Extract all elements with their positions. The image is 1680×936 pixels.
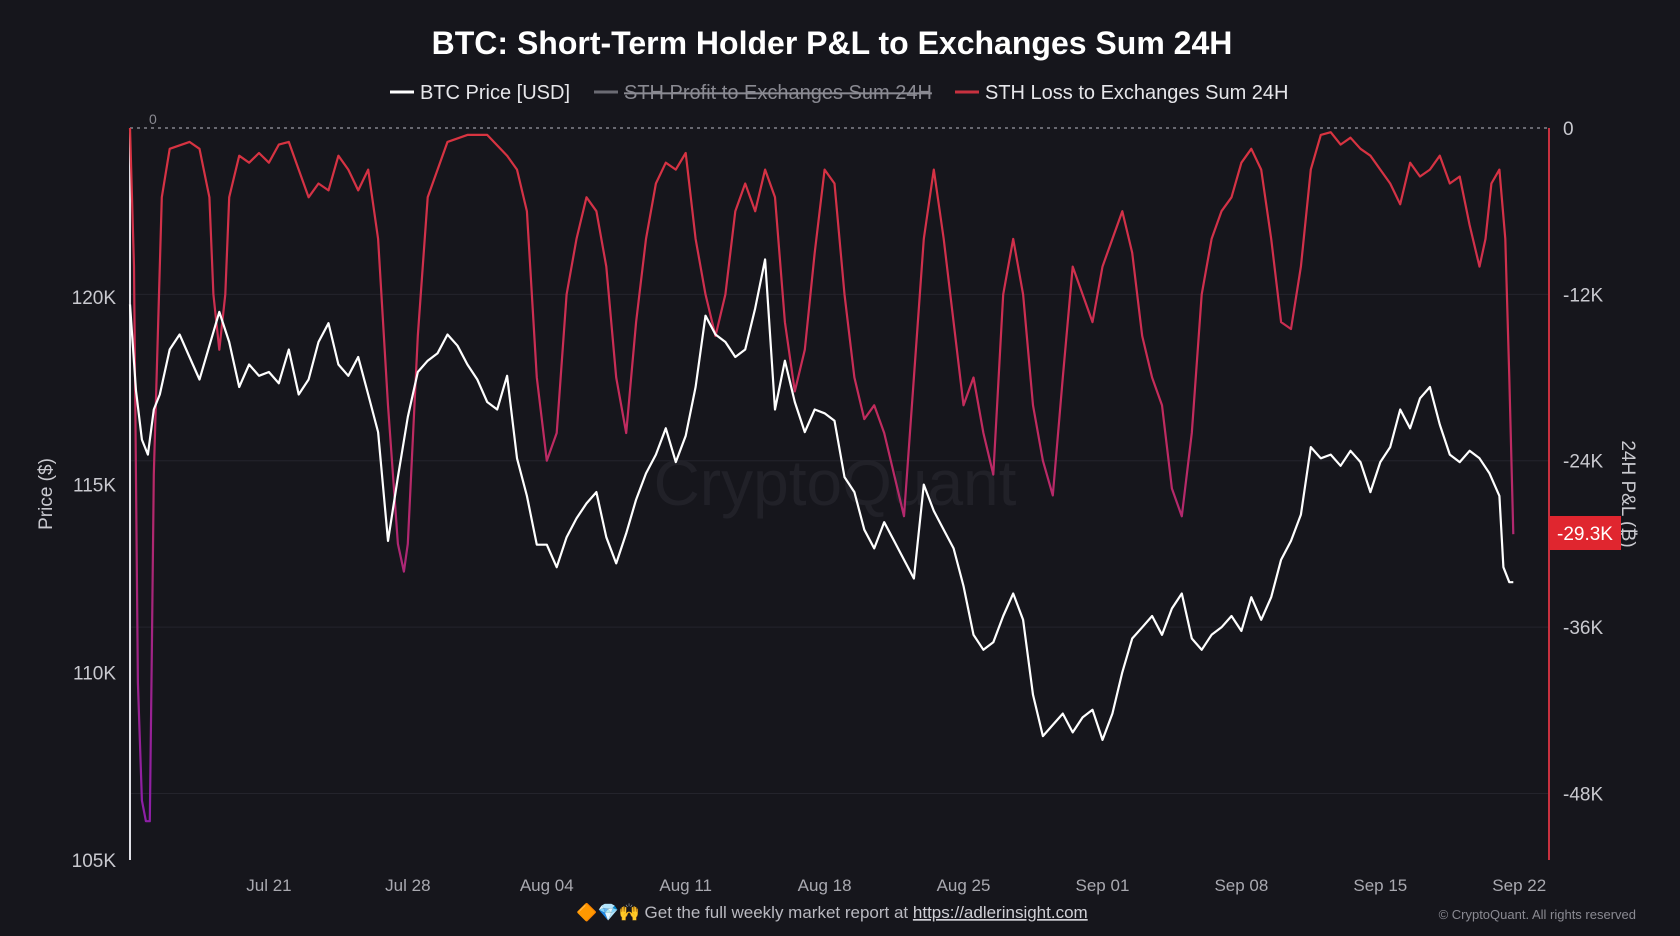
chart-title: BTC: Short-Term Holder P&L to Exchanges … [432, 25, 1233, 61]
left-axis-title: Price ($) [36, 458, 57, 530]
footer-emoji: 🔶💎🙌 [576, 902, 640, 922]
legend-label-btc-price: BTC Price [USD] [420, 82, 570, 104]
series-line-btc-price [128, 258, 1514, 741]
footer-text-line: 🔶💎🙌 Get the full weekly market report at… [576, 902, 1087, 922]
left-axis-ticks: 120K 115K 110K 105K [72, 288, 117, 872]
right-axis-ticks: 0 -12K -24K -36K -48K [1563, 119, 1603, 805]
x-tick-label: Aug 04 [520, 876, 574, 895]
right-tick-label: -24K [1563, 452, 1603, 473]
left-tick-label: 105K [72, 851, 117, 872]
current-value-badge: -29.3K [1549, 516, 1621, 550]
x-tick-label: Sep 22 [1492, 876, 1546, 895]
legend: BTC Price [USD] STH Profit to Exchanges … [390, 82, 1288, 104]
top-zero-label: 0 [149, 111, 157, 127]
left-tick-label: 110K [73, 663, 116, 684]
legend-item-sth-loss[interactable]: STH Loss to Exchanges Sum 24H [955, 82, 1288, 104]
right-tick-label: -48K [1563, 784, 1603, 805]
legend-label-sth-profit: STH Profit to Exchanges Sum 24H [624, 82, 932, 104]
x-tick-label: Sep 01 [1076, 876, 1130, 895]
right-tick-label: 0 [1563, 119, 1574, 140]
x-tick-label: Aug 25 [937, 876, 991, 895]
grid [130, 293, 1549, 794]
left-tick-label: 115K [73, 476, 116, 497]
x-axis-ticks: Jul 21 Jul 28 Aug 04 Aug 11 Aug 18 Aug 25 Sep … [246, 876, 1546, 895]
footer-link[interactable]: https://adlerinsight.com [913, 903, 1088, 922]
x-tick-label: Sep 15 [1353, 876, 1407, 895]
current-value-badge-bg [1549, 516, 1621, 550]
right-tick-label: -12K [1563, 285, 1603, 306]
x-tick-label: Aug 18 [798, 876, 852, 895]
x-tick-label: Jul 21 [246, 876, 291, 895]
legend-item-sth-profit[interactable]: STH Profit to Exchanges Sum 24H [594, 82, 932, 104]
right-tick-label: -36K [1563, 618, 1603, 639]
footer-text: Get the full weekly market report at [645, 903, 913, 922]
x-tick-label: Sep 08 [1214, 876, 1268, 895]
current-value-badge-text: -29.3K [1557, 524, 1613, 545]
x-tick-label: Aug 11 [659, 876, 712, 895]
footer: 🔶💎🙌 Get the full weekly market report at… [576, 902, 1087, 922]
left-tick-label: 120K [72, 288, 117, 309]
right-axis-title: 24H P&L (₿) [1617, 440, 1638, 547]
copyright-text: © CryptoQuant. All rights reserved [1439, 907, 1636, 922]
x-tick-label: Jul 28 [385, 876, 430, 895]
legend-label-sth-loss: STH Loss to Exchanges Sum 24H [985, 82, 1288, 104]
legend-item-btc-price[interactable]: BTC Price [USD] [390, 82, 570, 104]
watermark: CryptoQuant [654, 447, 1017, 519]
series-line-sth-loss [128, 127, 1515, 823]
